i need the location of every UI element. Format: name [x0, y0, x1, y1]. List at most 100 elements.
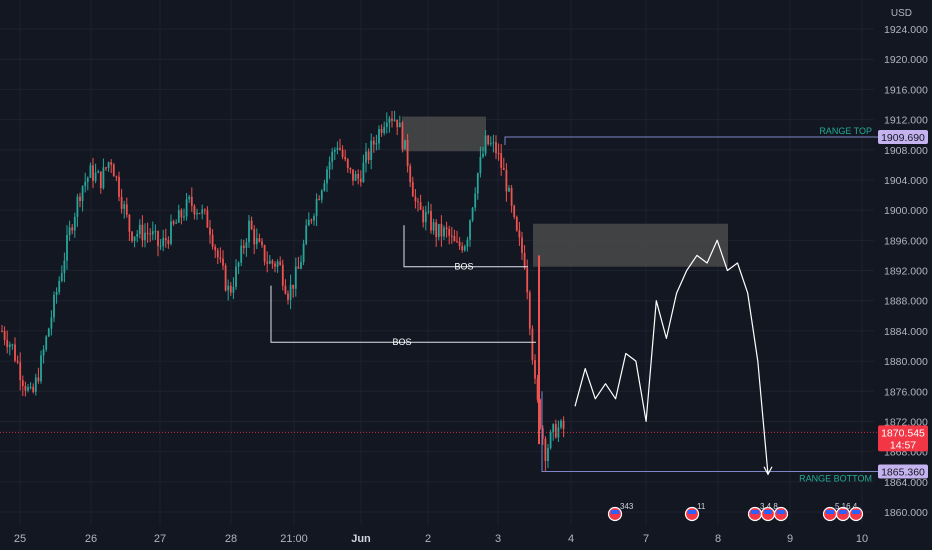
time-tick-label: 27	[154, 533, 166, 545]
candle-body	[141, 224, 144, 241]
candle-body	[276, 261, 279, 267]
candle-body	[453, 235, 456, 242]
candle-body	[125, 204, 128, 215]
economic-events-row[interactable]: 343 11 3 4 8 5 16 4	[607, 502, 864, 522]
supply-zone-box	[402, 116, 486, 152]
candle-body	[261, 241, 263, 246]
candle-body	[541, 428, 544, 439]
candle-body	[344, 156, 347, 160]
bar-countdown: 14:57	[890, 439, 916, 451]
candle-body	[315, 198, 318, 217]
candle-body	[14, 344, 16, 361]
candle-body	[79, 196, 81, 202]
candle-body	[183, 216, 185, 218]
candle-body	[162, 238, 165, 246]
time-axis[interactable]: 25 26 27 28 21:00 Jun 2 3 4 7 8 9 10	[14, 533, 868, 545]
candle-body	[224, 265, 227, 291]
candle-body	[445, 227, 448, 229]
candle-body	[305, 225, 308, 244]
candle-body	[58, 280, 61, 292]
candle-body	[406, 140, 409, 167]
supply-zone-box	[533, 223, 728, 267]
candle-body	[479, 156, 482, 174]
candle-body	[89, 165, 92, 178]
candle-body	[214, 246, 217, 251]
event-group[interactable]: 343	[607, 502, 634, 522]
candle-body	[24, 385, 27, 391]
candle-body	[518, 230, 521, 238]
candle-body	[177, 210, 180, 223]
flag-canton	[839, 510, 847, 514]
candle-body	[424, 211, 427, 223]
candle-body	[19, 362, 22, 381]
candle-body	[362, 162, 365, 183]
price-axis[interactable]: USD 1924.000 1920.000 1916.000 1912.000 1908.…	[878, 8, 928, 519]
candle-body	[388, 118, 391, 123]
candle-body	[385, 122, 388, 127]
event-group[interactable]: 3 4 8	[747, 502, 789, 522]
price-tick-label: 1864.000	[884, 477, 928, 489]
candle-body	[489, 143, 492, 145]
candle-body	[167, 240, 170, 244]
candle-body	[110, 162, 113, 165]
candle-body	[284, 285, 287, 294]
candle-body	[534, 360, 536, 379]
candle-body	[136, 233, 139, 237]
candle-body	[105, 167, 107, 169]
candle-body	[461, 245, 464, 251]
time-tick-label: 9	[787, 533, 793, 545]
candle-body	[281, 264, 284, 286]
candle-body	[115, 176, 118, 178]
price-tick-label: 1916.000	[884, 84, 928, 96]
time-tick-label: 4	[568, 533, 574, 545]
candle-body	[414, 196, 417, 202]
candle-body	[50, 317, 53, 329]
candle-body	[458, 241, 461, 246]
candle-body	[154, 231, 157, 233]
candle-body	[81, 186, 84, 202]
candle-body	[149, 233, 152, 235]
candle-body	[123, 204, 126, 209]
candle-body	[92, 165, 94, 181]
event-group[interactable]: 11	[684, 502, 706, 522]
candle-body	[237, 262, 240, 267]
candle-body	[6, 339, 9, 348]
candle-body	[37, 377, 40, 382]
event-count: 3 4 8	[760, 502, 778, 511]
candle-body	[471, 207, 474, 221]
candle-body	[42, 349, 45, 356]
candle-body	[326, 169, 328, 184]
candle-body	[118, 176, 120, 197]
time-tick-label: 3	[495, 533, 501, 545]
candle-body	[40, 355, 42, 382]
event-group[interactable]: 5 16 4	[822, 502, 864, 522]
bos-upper-label: BOS	[454, 262, 473, 272]
candle-body	[86, 177, 89, 182]
time-tick-label: 10	[856, 533, 868, 545]
candlestick-series	[1, 110, 565, 471]
candle-body	[68, 227, 71, 236]
candle-body	[497, 153, 500, 155]
range-bottom-value: 1865.360	[881, 467, 925, 479]
candle-body	[313, 216, 315, 221]
candle-body	[55, 291, 58, 295]
candle-body	[411, 182, 414, 197]
candle-body	[375, 143, 378, 145]
projection-arrow-icon	[763, 466, 773, 476]
candle-body	[476, 173, 479, 194]
candle-body	[60, 273, 63, 281]
candle-body	[289, 284, 292, 300]
candle-body	[328, 161, 331, 170]
candle-body	[206, 210, 209, 228]
candle-body	[71, 227, 74, 231]
candle-body	[367, 151, 370, 160]
candle-body	[300, 261, 302, 269]
candle-body	[157, 231, 159, 246]
currency-label: USD	[891, 8, 912, 19]
candle-body	[3, 331, 6, 340]
candle-body	[346, 159, 349, 168]
current-price-value: 1870.545	[881, 427, 925, 439]
candle-body	[450, 235, 453, 237]
